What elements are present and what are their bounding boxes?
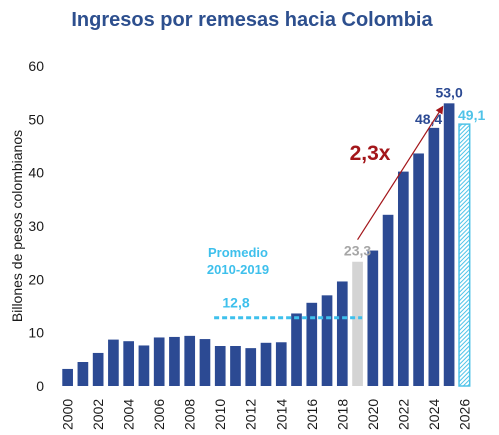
y-tick-label: 10 xyxy=(28,325,44,341)
x-tick-label: 2022 xyxy=(395,399,411,430)
bar-2012 xyxy=(245,348,257,386)
x-tick-label: 2018 xyxy=(334,399,350,430)
bar-2022 xyxy=(397,171,409,386)
y-axis-label: Billones de pesos colombianos xyxy=(9,130,25,322)
y-tick-label: 0 xyxy=(36,378,44,394)
bar-2010 xyxy=(214,346,226,386)
y-tick-label: 60 xyxy=(28,58,44,74)
bar-2005 xyxy=(138,345,150,386)
x-tick-label: 2020 xyxy=(365,399,381,430)
bar-2015 xyxy=(291,313,302,386)
x-tick-label: 2014 xyxy=(273,399,289,430)
data-label-2019: 23,3 xyxy=(344,243,371,259)
average-label: Promedio 2010-2019 xyxy=(207,245,269,277)
bar-2006 xyxy=(153,337,165,386)
x-tick-label: 2024 xyxy=(426,399,442,430)
bar-2018 xyxy=(336,281,348,386)
x-axis-ticks: 2000 2002 2004 2006 2008 2010 2012 2014 2016 2018… xyxy=(60,399,473,430)
average-value-label: 12,8 xyxy=(222,295,249,311)
bar-2001 xyxy=(77,362,89,386)
x-tick-label: 2008 xyxy=(182,399,198,430)
x-tick-label: 2026 xyxy=(456,399,472,430)
bar-2009 xyxy=(199,339,211,386)
bar-2013 xyxy=(260,342,272,386)
bar-2021 xyxy=(382,214,394,386)
x-tick-label: 2012 xyxy=(243,399,259,430)
bar-2000 xyxy=(62,368,73,386)
bar-2024 xyxy=(428,127,440,386)
y-tick-label: 40 xyxy=(28,165,44,181)
bar-2007 xyxy=(169,336,180,386)
bar-2004 xyxy=(123,341,135,386)
bar-2019 xyxy=(352,261,363,386)
growth-annotation: 2,3x xyxy=(350,105,444,241)
bar-2020 xyxy=(367,250,379,386)
bar-2002 xyxy=(92,352,104,386)
x-tick-label: 2002 xyxy=(90,399,106,430)
bar-2017 xyxy=(321,295,333,386)
x-tick-label: 2000 xyxy=(60,399,76,430)
average-annotation: Promedio 2010-2019 12,8 xyxy=(207,245,363,320)
y-tick-label: 50 xyxy=(28,111,44,127)
data-label-2025: 53,0 xyxy=(435,84,462,100)
x-tick-label: 2010 xyxy=(212,399,228,430)
bar-2008 xyxy=(184,335,196,386)
bar-2011 xyxy=(230,346,241,386)
bar-2025 xyxy=(443,103,455,386)
y-tick-label: 30 xyxy=(28,218,44,234)
bar-2003 xyxy=(108,339,119,386)
bar-2016 xyxy=(306,302,318,386)
x-tick-label: 2004 xyxy=(121,399,137,430)
growth-label: 2,3x xyxy=(350,142,391,165)
y-axis-ticks: 0 10 20 30 40 50 60 xyxy=(28,58,44,394)
bar-2023 xyxy=(413,153,424,386)
bar-2026 xyxy=(458,123,471,387)
chart-title: Ingresos por remesas hacia Colombia xyxy=(71,9,433,31)
x-tick-label: 2016 xyxy=(304,399,320,430)
y-tick-label: 20 xyxy=(28,271,44,287)
x-tick-label: 2006 xyxy=(151,399,167,430)
data-label-2026: 49,1 xyxy=(458,107,485,123)
growth-arrow xyxy=(357,105,444,241)
bars-group xyxy=(62,103,471,387)
data-labels: 23,3 48,4 53,0 49,1 xyxy=(344,84,486,258)
data-label-2024: 48,4 xyxy=(415,111,442,127)
bar-2014 xyxy=(275,342,287,386)
